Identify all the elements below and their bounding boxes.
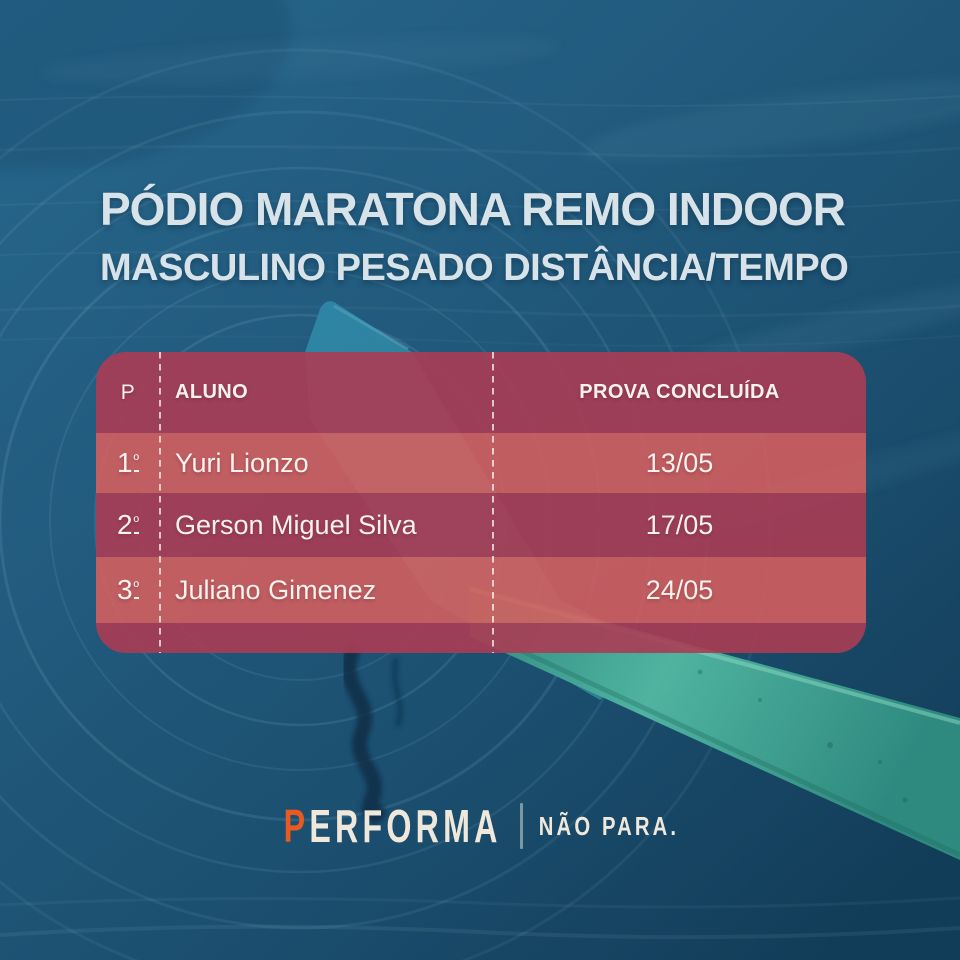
completion-date: 24/05	[645, 574, 714, 605]
table-header-row: P ALUNO PROVA CONCLUÍDA	[96, 352, 866, 433]
completion-date: 17/05	[645, 509, 714, 540]
table-row: 2º Gerson Miguel Silva 17/05	[96, 493, 866, 557]
position-cell: 2º	[96, 509, 160, 541]
logo-initial: P	[283, 800, 310, 852]
student-name: Juliano Gimenez	[175, 574, 377, 605]
table-row: 1º Yuri Lionzo 13/05	[96, 433, 866, 493]
completion-date: 13/05	[645, 447, 714, 478]
col-header-prova-concluida: PROVA CONCLUÍDA	[579, 381, 780, 403]
logo-rest: ERFORMA	[309, 800, 502, 852]
page-title: PÓDIO MARATONA REMO INDOOR	[100, 183, 846, 235]
student-name: Gerson Miguel Silva	[175, 509, 417, 540]
position-number: 2	[116, 509, 133, 540]
position-number: 1	[116, 447, 133, 478]
position-number: 3	[116, 574, 133, 605]
header-block: PÓDIO MARATONA REMO INDOOR MASCULINO PES…	[100, 183, 849, 290]
position-ordinal: º	[133, 452, 140, 472]
table-footer-band	[96, 623, 866, 653]
student-name: Yuri Lionzo	[175, 447, 309, 478]
table-row: 3º Juliano Gimenez 24/05	[96, 557, 866, 623]
performa-logo: PERFORMA	[284, 799, 502, 853]
col-header-aluno: ALUNO	[175, 381, 249, 403]
logo-divider-bar	[520, 803, 524, 849]
col-header-position: P	[120, 380, 136, 404]
position-cell: 3º	[96, 574, 160, 606]
position-cell: 1º	[96, 447, 160, 479]
position-ordinal: º	[133, 579, 140, 599]
page-subtitle: MASCULINO PESADO DISTÂNCIA/TEMPO	[100, 247, 849, 290]
position-ordinal: º	[133, 514, 140, 534]
podium-table: P ALUNO PROVA CONCLUÍDA 1º Yuri Lionzo 1…	[96, 352, 866, 653]
brand-tagline: NÃO PARA.	[538, 810, 680, 841]
brand-footer: PERFORMA NÃO PARA.	[0, 800, 960, 852]
